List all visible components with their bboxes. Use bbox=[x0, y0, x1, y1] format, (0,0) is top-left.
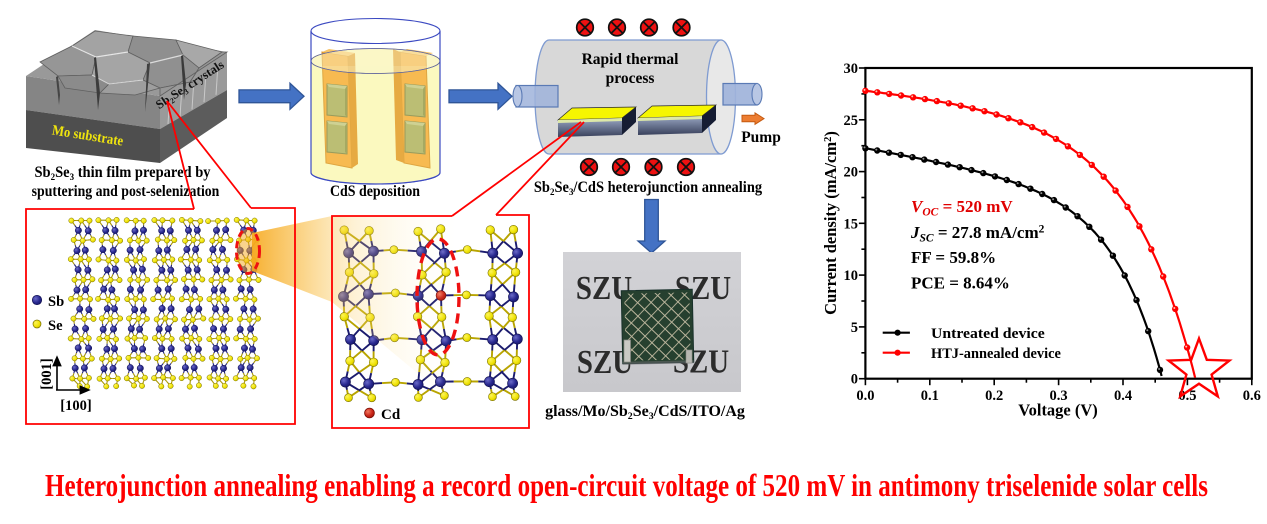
svg-text:Heterojunction annealing enabl: Heterojunction annealing enabling a reco… bbox=[45, 467, 1208, 503]
svg-text:0.2: 0.2 bbox=[985, 388, 1003, 404]
svg-text:Cd: Cd bbox=[381, 407, 401, 423]
svg-text:20: 20 bbox=[844, 165, 859, 181]
svg-text:0.0: 0.0 bbox=[856, 388, 874, 404]
svg-text:FF = 59.8%: FF = 59.8% bbox=[911, 248, 996, 267]
svg-text:Sb: Sb bbox=[48, 294, 64, 310]
svg-text:VOC = 520 mV: VOC = 520 mV bbox=[911, 197, 1013, 218]
svg-text:0.4: 0.4 bbox=[1114, 388, 1132, 404]
svg-text:sputtering and post-selenizati: sputtering and post-selenization bbox=[32, 183, 220, 200]
svg-text:Se: Se bbox=[48, 318, 63, 334]
svg-text:Sb2Se3/CdS heterojunction anne: Sb2Se3/CdS heterojunction annealing bbox=[534, 178, 763, 198]
svg-text:[100]: [100] bbox=[60, 398, 91, 414]
svg-text:glass/Mo/Sb2Se3/CdS/ITO/Ag: glass/Mo/Sb2Se3/CdS/ITO/Ag bbox=[545, 403, 745, 422]
svg-text:Untreated device: Untreated device bbox=[931, 325, 1045, 342]
svg-text:[001]: [001] bbox=[39, 358, 55, 389]
svg-text:Sb2Se3 thin film prepared by: Sb2Se3 thin film prepared by bbox=[34, 165, 211, 184]
svg-text:HTJ-annealed device: HTJ-annealed device bbox=[931, 346, 1061, 362]
svg-text:Voltage (V): Voltage (V) bbox=[1018, 401, 1098, 420]
svg-text:CdS deposition: CdS deposition bbox=[330, 183, 421, 200]
svg-text:30: 30 bbox=[844, 61, 859, 77]
svg-text:0.3: 0.3 bbox=[1050, 388, 1068, 404]
svg-text:25: 25 bbox=[844, 113, 859, 129]
svg-text:10: 10 bbox=[844, 268, 859, 284]
svg-text:0.1: 0.1 bbox=[921, 388, 939, 404]
svg-text:Rapid thermal: Rapid thermal bbox=[582, 51, 680, 68]
svg-text:process: process bbox=[606, 70, 655, 87]
svg-text:0: 0 bbox=[851, 372, 858, 388]
svg-text:JSC = 27.8 mA/cm2: JSC = 27.8 mA/cm2 bbox=[910, 223, 1045, 244]
svg-text:15: 15 bbox=[844, 216, 859, 232]
svg-text:0.6: 0.6 bbox=[1243, 388, 1261, 404]
svg-text:Current density (mA/cm2): Current density (mA/cm2) bbox=[821, 131, 840, 315]
svg-text:PCE = 8.64%: PCE = 8.64% bbox=[911, 274, 1010, 293]
svg-text:Pump: Pump bbox=[741, 129, 781, 146]
svg-text:5: 5 bbox=[851, 320, 858, 336]
svg-text:0.5: 0.5 bbox=[1178, 388, 1196, 404]
